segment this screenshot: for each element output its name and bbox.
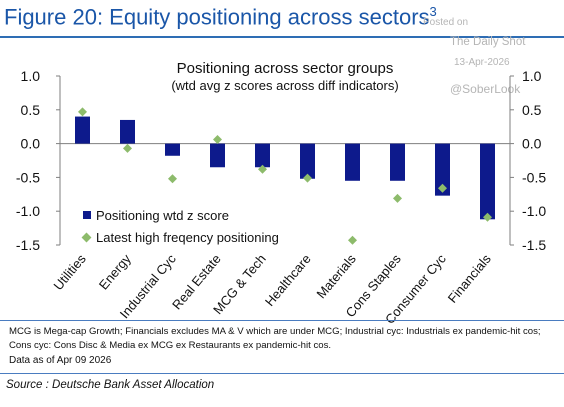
bar-6 (345, 143, 360, 181)
sector-positioning-chart: Positioning across sector groups (wtd av… (16, 60, 546, 327)
footnote-line-1: MCG is Mega-cap Growth; Financials exclu… (9, 326, 541, 337)
marker-4 (258, 164, 267, 174)
y-tick-label-left: 0.5 (21, 102, 41, 118)
bar-7 (390, 143, 405, 181)
y-tick-label-left: -0.5 (16, 169, 40, 185)
x-tick-label-1: Energy (96, 251, 134, 293)
bar-4 (255, 143, 270, 168)
y-tick-label-left: -1.0 (16, 203, 40, 219)
y-tick-label-right: 0.0 (522, 136, 542, 152)
footnote-marker: 3 (429, 4, 437, 19)
legend-bar-label: Positioning wtd z score (96, 208, 229, 223)
watermark-date: 13-Apr-2026 (454, 57, 510, 68)
y-tick-label-right: -0.5 (522, 169, 546, 185)
legend-bar-swatch (83, 211, 91, 219)
y-tick-label-right: -1.0 (522, 203, 546, 219)
watermark-site: The Daily Shot (450, 36, 526, 48)
x-tick-label-0: Utilities (50, 251, 89, 293)
bar-5 (300, 143, 315, 179)
notes-rule (0, 320, 564, 321)
data-as-of: Data as of Apr 09 2026 (9, 355, 112, 366)
bar-1 (120, 119, 135, 144)
legend-marker-swatch (81, 232, 92, 243)
bar-8 (435, 143, 450, 196)
y-tick-label-left: -1.5 (16, 237, 40, 253)
x-tick-label-5: Healthcare (262, 251, 314, 309)
bar-0 (75, 116, 90, 144)
figure-title: Figure 20: Equity positioning across sec… (4, 4, 437, 30)
bar-3 (210, 143, 225, 168)
watermark-posted: Posted on (423, 17, 469, 28)
y-tick-label-left: 0.0 (21, 136, 41, 152)
marker-3 (213, 135, 222, 145)
y-tick-label-right: 1.0 (522, 68, 542, 84)
source-rule (0, 373, 564, 374)
chart-subtitle: (wtd avg z scores across diff indicators… (171, 78, 398, 93)
bar-2 (165, 143, 180, 156)
title-rule (0, 36, 564, 38)
marker-9 (483, 212, 492, 222)
marker-6 (348, 235, 357, 245)
chart-legend: Positioning wtd z score Latest high freq… (81, 208, 279, 245)
marker-2 (168, 174, 177, 184)
y-tick-label-right: -1.5 (522, 237, 546, 253)
marker-1 (123, 143, 132, 153)
footnote-line-2: Cons cyc: Cons Disc & Media ex MCG ex Re… (9, 340, 332, 351)
marker-5 (303, 173, 312, 183)
y-tick-label-left: 1.0 (21, 68, 41, 84)
chart-title: Positioning across sector groups (177, 60, 394, 77)
x-tick-label-6: Materials (313, 251, 359, 301)
source-text: Source : Deutsche Bank Asset Allocation (6, 379, 215, 391)
x-tick-label-9: Financials (445, 251, 494, 306)
marker-8 (438, 183, 447, 193)
watermark-handle: @SoberLook (450, 82, 521, 96)
marker-7 (393, 193, 402, 203)
legend-marker-label: Latest high freqency positioning (96, 230, 279, 245)
bar-9 (480, 143, 495, 220)
marker-0 (78, 107, 87, 117)
y-tick-label-right: 0.5 (522, 102, 542, 118)
